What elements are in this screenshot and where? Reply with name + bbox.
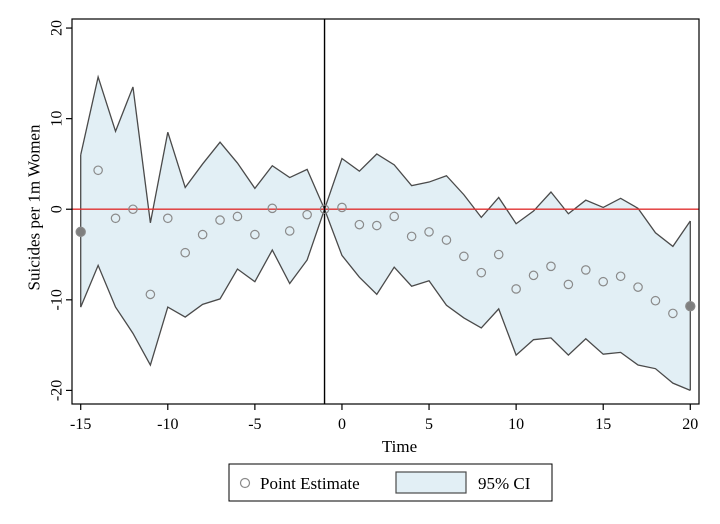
point-estimate-marker bbox=[75, 226, 86, 238]
point-estimate-marker bbox=[615, 271, 626, 282]
point-estimate-marker bbox=[110, 213, 121, 224]
point-estimate-marker bbox=[406, 231, 417, 242]
point-estimate-marker bbox=[284, 226, 295, 236]
y-axis-title: Suicides per 1m Women bbox=[25, 124, 44, 290]
legend-point-estimate-label: Point Estimate bbox=[260, 474, 360, 493]
point-estimate-marker bbox=[563, 279, 574, 290]
point-estimate-marker bbox=[302, 209, 312, 220]
point-estimate-marker bbox=[459, 251, 469, 262]
point-estimate-marker bbox=[476, 267, 487, 278]
point-estimate-marker bbox=[633, 282, 643, 292]
point-estimate-marker bbox=[424, 227, 434, 237]
point-estimate-marker bbox=[197, 229, 208, 240]
point-estimate-marker bbox=[232, 211, 243, 222]
point-estimate-marker bbox=[162, 213, 173, 224]
point-estimate-marker bbox=[668, 308, 678, 319]
point-estimate-marker bbox=[337, 202, 347, 213]
y-tick-label: 10 bbox=[49, 111, 66, 127]
plot-area bbox=[72, 19, 699, 404]
point-estimate-marker bbox=[215, 215, 225, 225]
ci-lower-line bbox=[80, 207, 691, 392]
x-tick-label: 10 bbox=[508, 416, 524, 433]
axes: -15 -10 -5 0 5 10 15 20 -20 -10 0 10 20 bbox=[49, 18, 700, 433]
point-estimate-marker bbox=[441, 235, 452, 245]
point-estimate-marker bbox=[511, 284, 521, 294]
point-estimate-marker bbox=[250, 229, 260, 240]
point-estimate-marker bbox=[180, 247, 191, 258]
point-estimate-marker bbox=[650, 295, 661, 306]
y-tick-label: -20 bbox=[49, 380, 66, 401]
legend-ci-label: 95% CI bbox=[478, 474, 531, 493]
point-estimate-marker bbox=[580, 265, 591, 275]
legend-ci-swatch bbox=[395, 471, 467, 494]
point-estimate-marker bbox=[546, 261, 556, 272]
x-tick-label: -5 bbox=[248, 416, 261, 433]
point-estimate-marker bbox=[528, 270, 539, 281]
x-tick-label: 0 bbox=[338, 416, 346, 433]
point-estimate-marker bbox=[93, 165, 103, 176]
x-tick-label: -10 bbox=[157, 416, 178, 433]
y-tick-label: -10 bbox=[49, 289, 66, 310]
point-estimate-marker bbox=[371, 220, 382, 231]
point-estimate-marker bbox=[145, 289, 156, 300]
point-estimate-marker bbox=[685, 300, 696, 312]
point-estimate-marker bbox=[389, 211, 400, 222]
point-estimate-marker bbox=[493, 249, 504, 260]
plot-frame bbox=[71, 18, 700, 405]
x-tick-label: 20 bbox=[682, 416, 698, 433]
point-estimate-marker bbox=[598, 276, 609, 287]
ci-upper-line bbox=[80, 74, 691, 248]
legend: Point Estimate 95% CI bbox=[228, 463, 553, 502]
point-estimate-marker bbox=[128, 204, 138, 215]
ci-band bbox=[80, 76, 691, 391]
x-tick-label: 15 bbox=[595, 416, 611, 433]
legend-box bbox=[228, 463, 553, 502]
x-axis-title: Time bbox=[382, 437, 417, 456]
y-tick-label: 20 bbox=[49, 20, 66, 36]
x-tick-label: -15 bbox=[70, 416, 91, 433]
point-estimate-marker bbox=[267, 203, 278, 214]
point-estimate-marker bbox=[319, 204, 330, 215]
legend-point-estimate-marker bbox=[239, 477, 251, 489]
point-estimate-marker bbox=[354, 219, 365, 230]
x-tick-label: 5 bbox=[425, 416, 433, 433]
y-tick-label: 0 bbox=[49, 205, 66, 213]
